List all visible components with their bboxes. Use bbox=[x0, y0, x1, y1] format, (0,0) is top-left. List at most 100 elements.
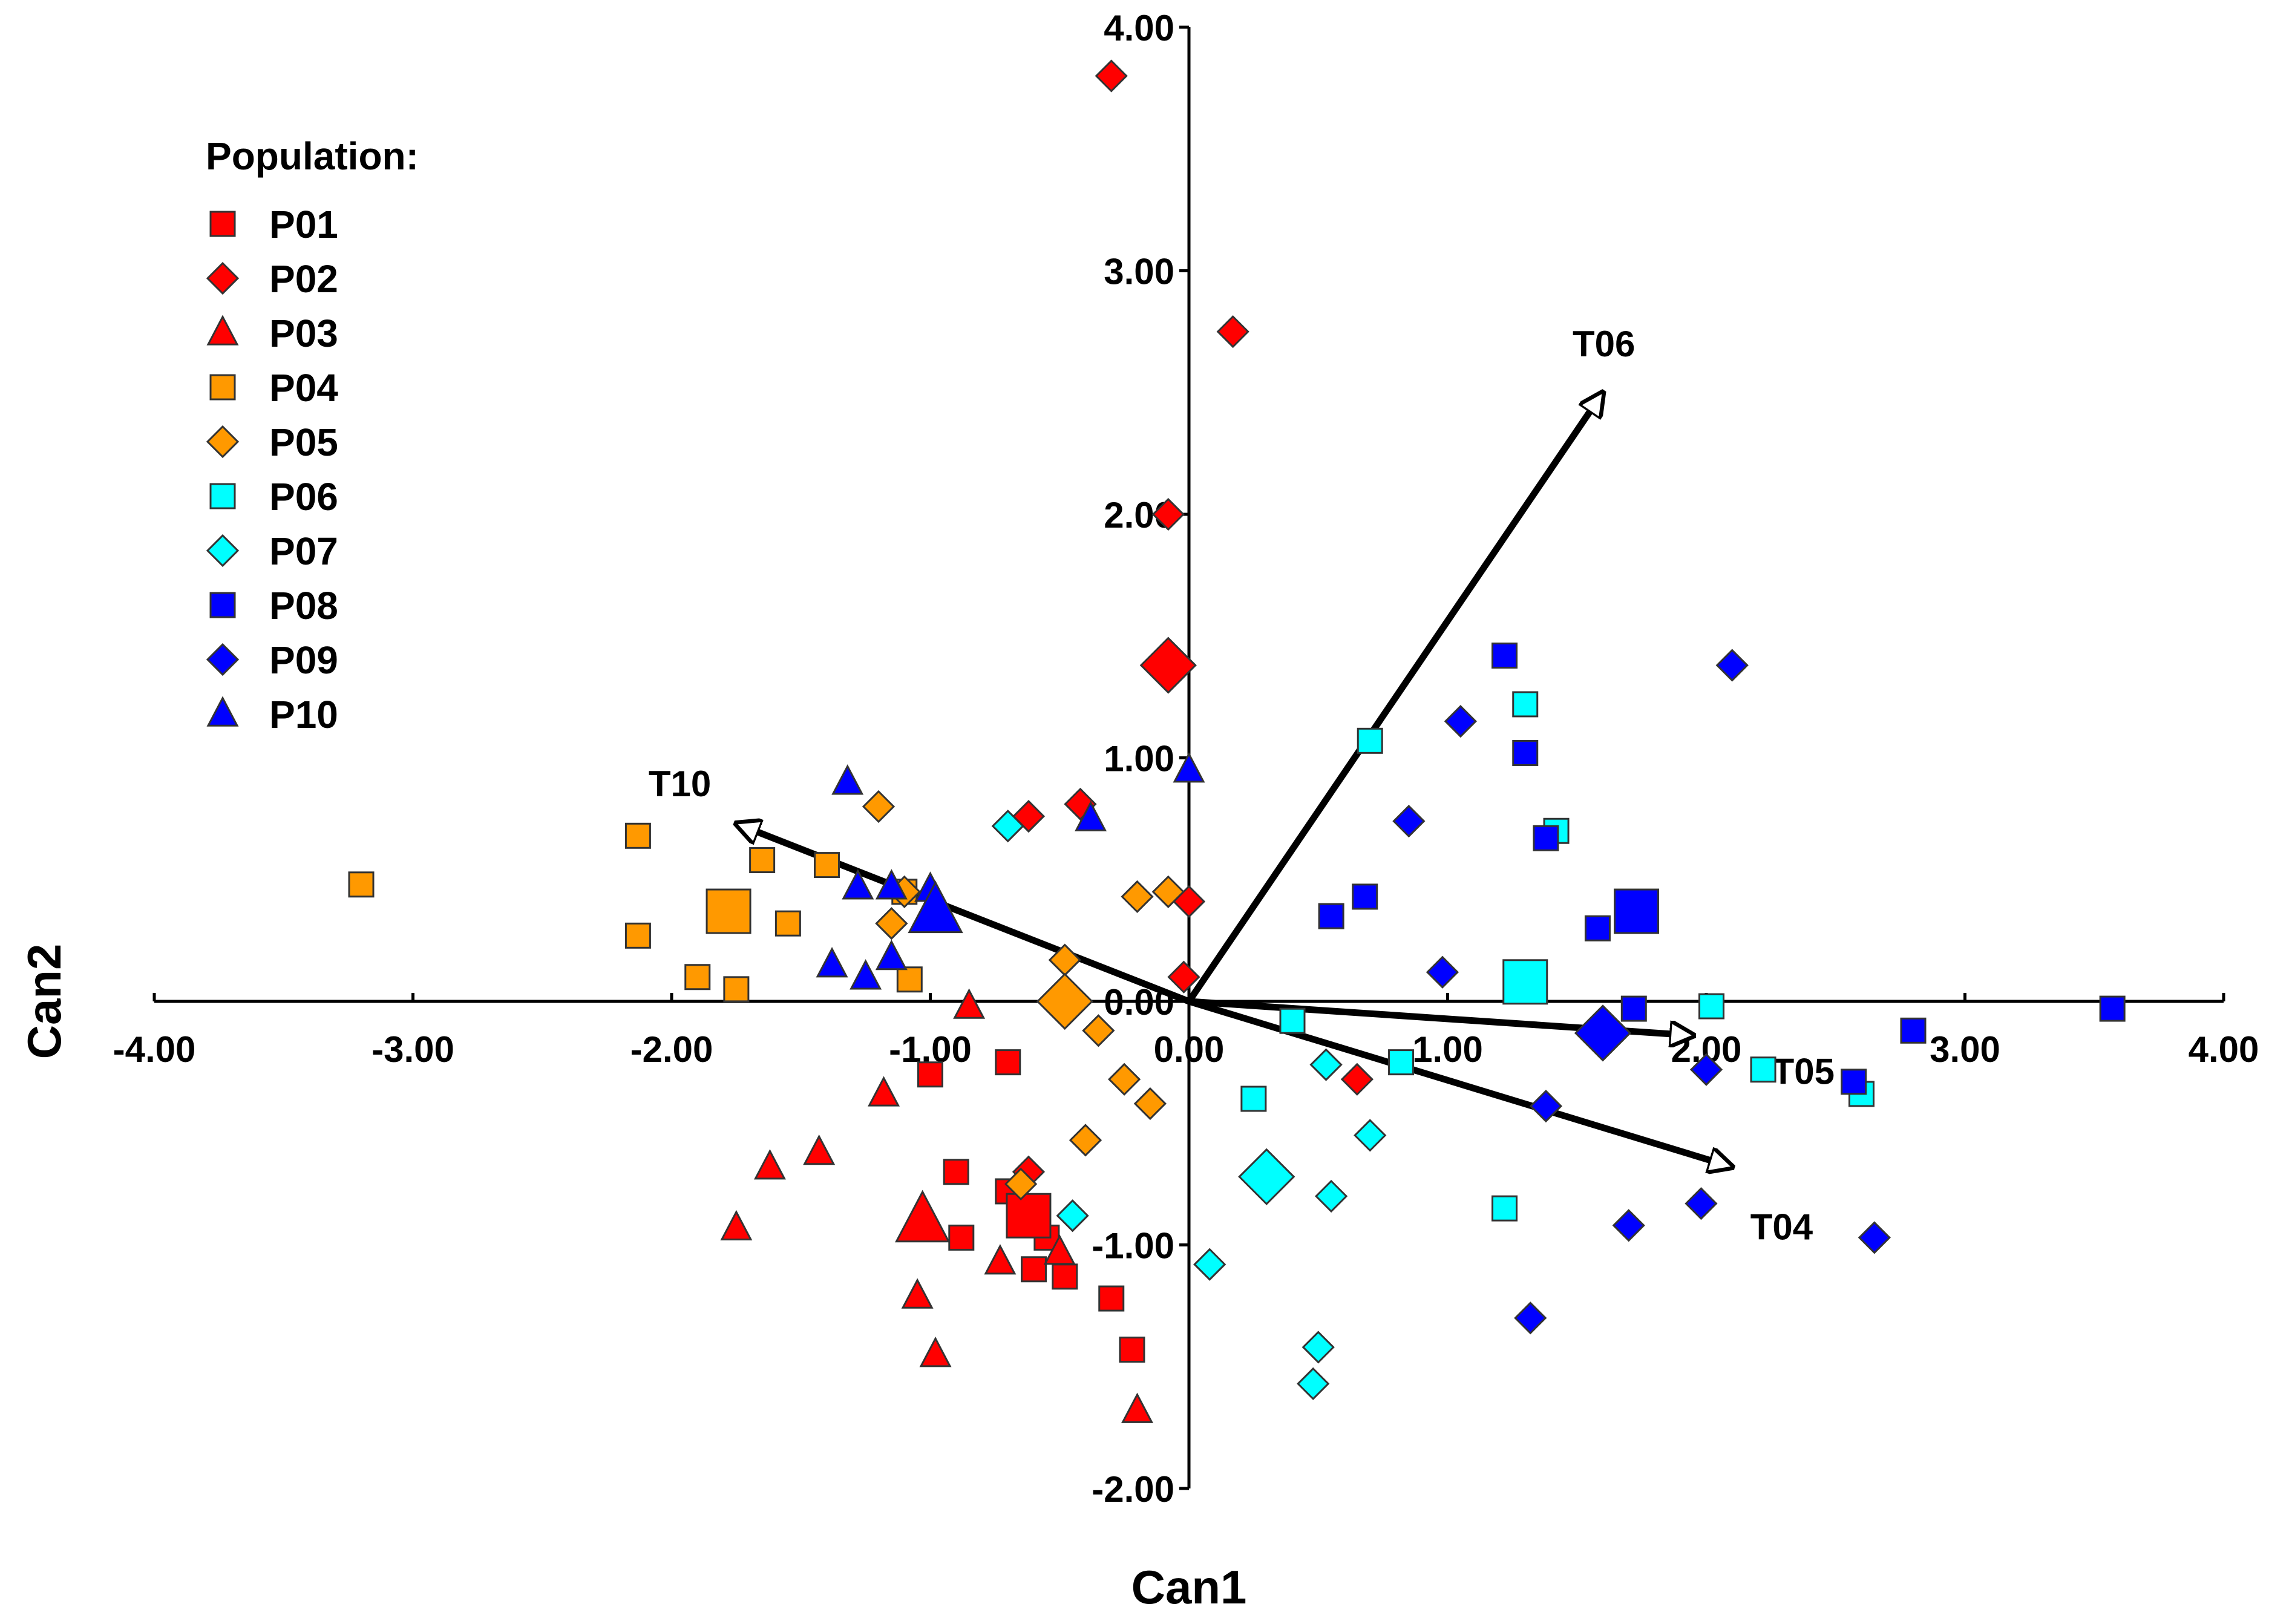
legend-marker-p04 bbox=[209, 374, 236, 401]
legend-label-p03: P03 bbox=[269, 312, 338, 355]
series-p09 bbox=[1392, 649, 1891, 1335]
centroid-point bbox=[706, 888, 751, 934]
y-tick-label: 3.00 bbox=[1104, 252, 1174, 292]
legend-marker-p05 bbox=[206, 425, 240, 459]
data-point bbox=[1715, 649, 1749, 682]
x-tick-label: -4.00 bbox=[113, 1029, 196, 1070]
data-point bbox=[1302, 1331, 1335, 1364]
legend-marker-p10 bbox=[206, 696, 239, 727]
data-point bbox=[1388, 1049, 1415, 1076]
data-point bbox=[1193, 1248, 1226, 1281]
vector-label-t10: T10 bbox=[649, 764, 711, 804]
data-point bbox=[1354, 1119, 1387, 1152]
data-point bbox=[901, 1278, 934, 1309]
data-point bbox=[749, 847, 776, 874]
data-point bbox=[1841, 1069, 1867, 1095]
data-point bbox=[1075, 801, 1107, 831]
legend-label-p02: P02 bbox=[269, 257, 338, 301]
data-point bbox=[814, 852, 840, 879]
data-point bbox=[1082, 1014, 1115, 1047]
centroid-point bbox=[908, 880, 963, 934]
data-point bbox=[1297, 1367, 1330, 1401]
centroid-point bbox=[1006, 1193, 1052, 1239]
data-point bbox=[875, 869, 908, 900]
data-point bbox=[1340, 1062, 1374, 1096]
series-p03 bbox=[720, 988, 1153, 1423]
data-point bbox=[917, 1061, 943, 1088]
legend-marker-p06 bbox=[209, 483, 236, 509]
data-point bbox=[723, 976, 750, 1003]
legend-marker-p09 bbox=[206, 643, 240, 676]
data-point bbox=[1309, 1048, 1343, 1081]
data-point bbox=[1352, 883, 1378, 910]
centroid-point bbox=[1139, 637, 1197, 694]
x-tick-label: 0.00 bbox=[1154, 1029, 1225, 1070]
legend-marker-p03 bbox=[206, 315, 239, 345]
legend-label-p09: P09 bbox=[269, 638, 338, 682]
data-point bbox=[1491, 642, 1518, 669]
series-p05 bbox=[862, 790, 1185, 1200]
data-point bbox=[1021, 1256, 1047, 1283]
series-p02 bbox=[1012, 59, 1374, 1188]
legend-label-p07: P07 bbox=[269, 529, 338, 573]
data-point bbox=[348, 871, 375, 898]
centroid-point bbox=[1614, 888, 1660, 934]
centroid-point bbox=[1574, 1004, 1632, 1062]
series-p06 bbox=[1240, 691, 1875, 1222]
data-point bbox=[1056, 1199, 1089, 1233]
data-point bbox=[1858, 1221, 1891, 1254]
legend-marker-p01 bbox=[209, 211, 236, 237]
data-point bbox=[1512, 691, 1539, 718]
data-point bbox=[919, 1337, 952, 1367]
vector-label-t05: T05 bbox=[1772, 1051, 1835, 1092]
legend-label-p06: P06 bbox=[269, 475, 338, 519]
vector-t04 bbox=[1188, 998, 1732, 1167]
series-p01 bbox=[917, 1049, 1145, 1363]
data-point bbox=[1750, 1056, 1776, 1083]
legend-title: Population: bbox=[206, 134, 419, 178]
data-point bbox=[1612, 1209, 1645, 1242]
data-point bbox=[753, 1149, 786, 1180]
series-p10 bbox=[816, 752, 1205, 990]
data-point bbox=[1279, 1007, 1306, 1034]
data-point bbox=[1444, 705, 1477, 738]
centroid-point bbox=[1502, 959, 1548, 1005]
data-point bbox=[1698, 993, 1725, 1020]
y-tick-label: 1.00 bbox=[1104, 739, 1174, 779]
data-point bbox=[1584, 915, 1611, 941]
data-point bbox=[774, 910, 801, 937]
data-point bbox=[1004, 1167, 1038, 1200]
data-point bbox=[953, 988, 986, 1019]
axes: -4.00 -3.00 -2.00 -1.00 0.00 1.00 2.00 3.00 4.00… bbox=[18, 8, 2259, 1614]
data-point bbox=[875, 939, 908, 971]
data-point bbox=[1318, 903, 1344, 929]
data-point bbox=[1357, 727, 1383, 754]
data-point bbox=[1514, 1301, 1547, 1335]
data-point bbox=[1121, 880, 1154, 914]
legend-marker-p08 bbox=[209, 592, 236, 618]
legend: Population: P01 P02 P03 P04 P05 P06 P07 P08 P09 P1… bbox=[206, 134, 419, 736]
data-point bbox=[850, 959, 882, 990]
data-point bbox=[984, 1244, 1017, 1275]
data-point bbox=[624, 922, 651, 949]
data-point bbox=[1426, 955, 1459, 989]
legend-label-p01: P01 bbox=[269, 203, 338, 246]
centroid-point bbox=[894, 1190, 951, 1243]
data-point bbox=[875, 907, 908, 940]
data-point bbox=[1151, 497, 1185, 531]
data-point bbox=[1121, 1392, 1153, 1423]
data-points bbox=[348, 59, 2126, 1423]
y-tick-label: -2.00 bbox=[1092, 1469, 1174, 1510]
data-point bbox=[1240, 1085, 1267, 1112]
data-point bbox=[1108, 1062, 1141, 1096]
legend-label-p10: P10 bbox=[269, 693, 338, 736]
data-point bbox=[720, 1210, 753, 1241]
x-tick-label: 4.00 bbox=[2189, 1029, 2259, 1070]
data-point bbox=[2099, 995, 2126, 1022]
data-point bbox=[1685, 1187, 1718, 1220]
vector-t10 bbox=[736, 823, 1191, 1005]
data-point bbox=[862, 790, 896, 823]
centroid-point bbox=[1036, 972, 1093, 1030]
data-point bbox=[684, 964, 711, 990]
